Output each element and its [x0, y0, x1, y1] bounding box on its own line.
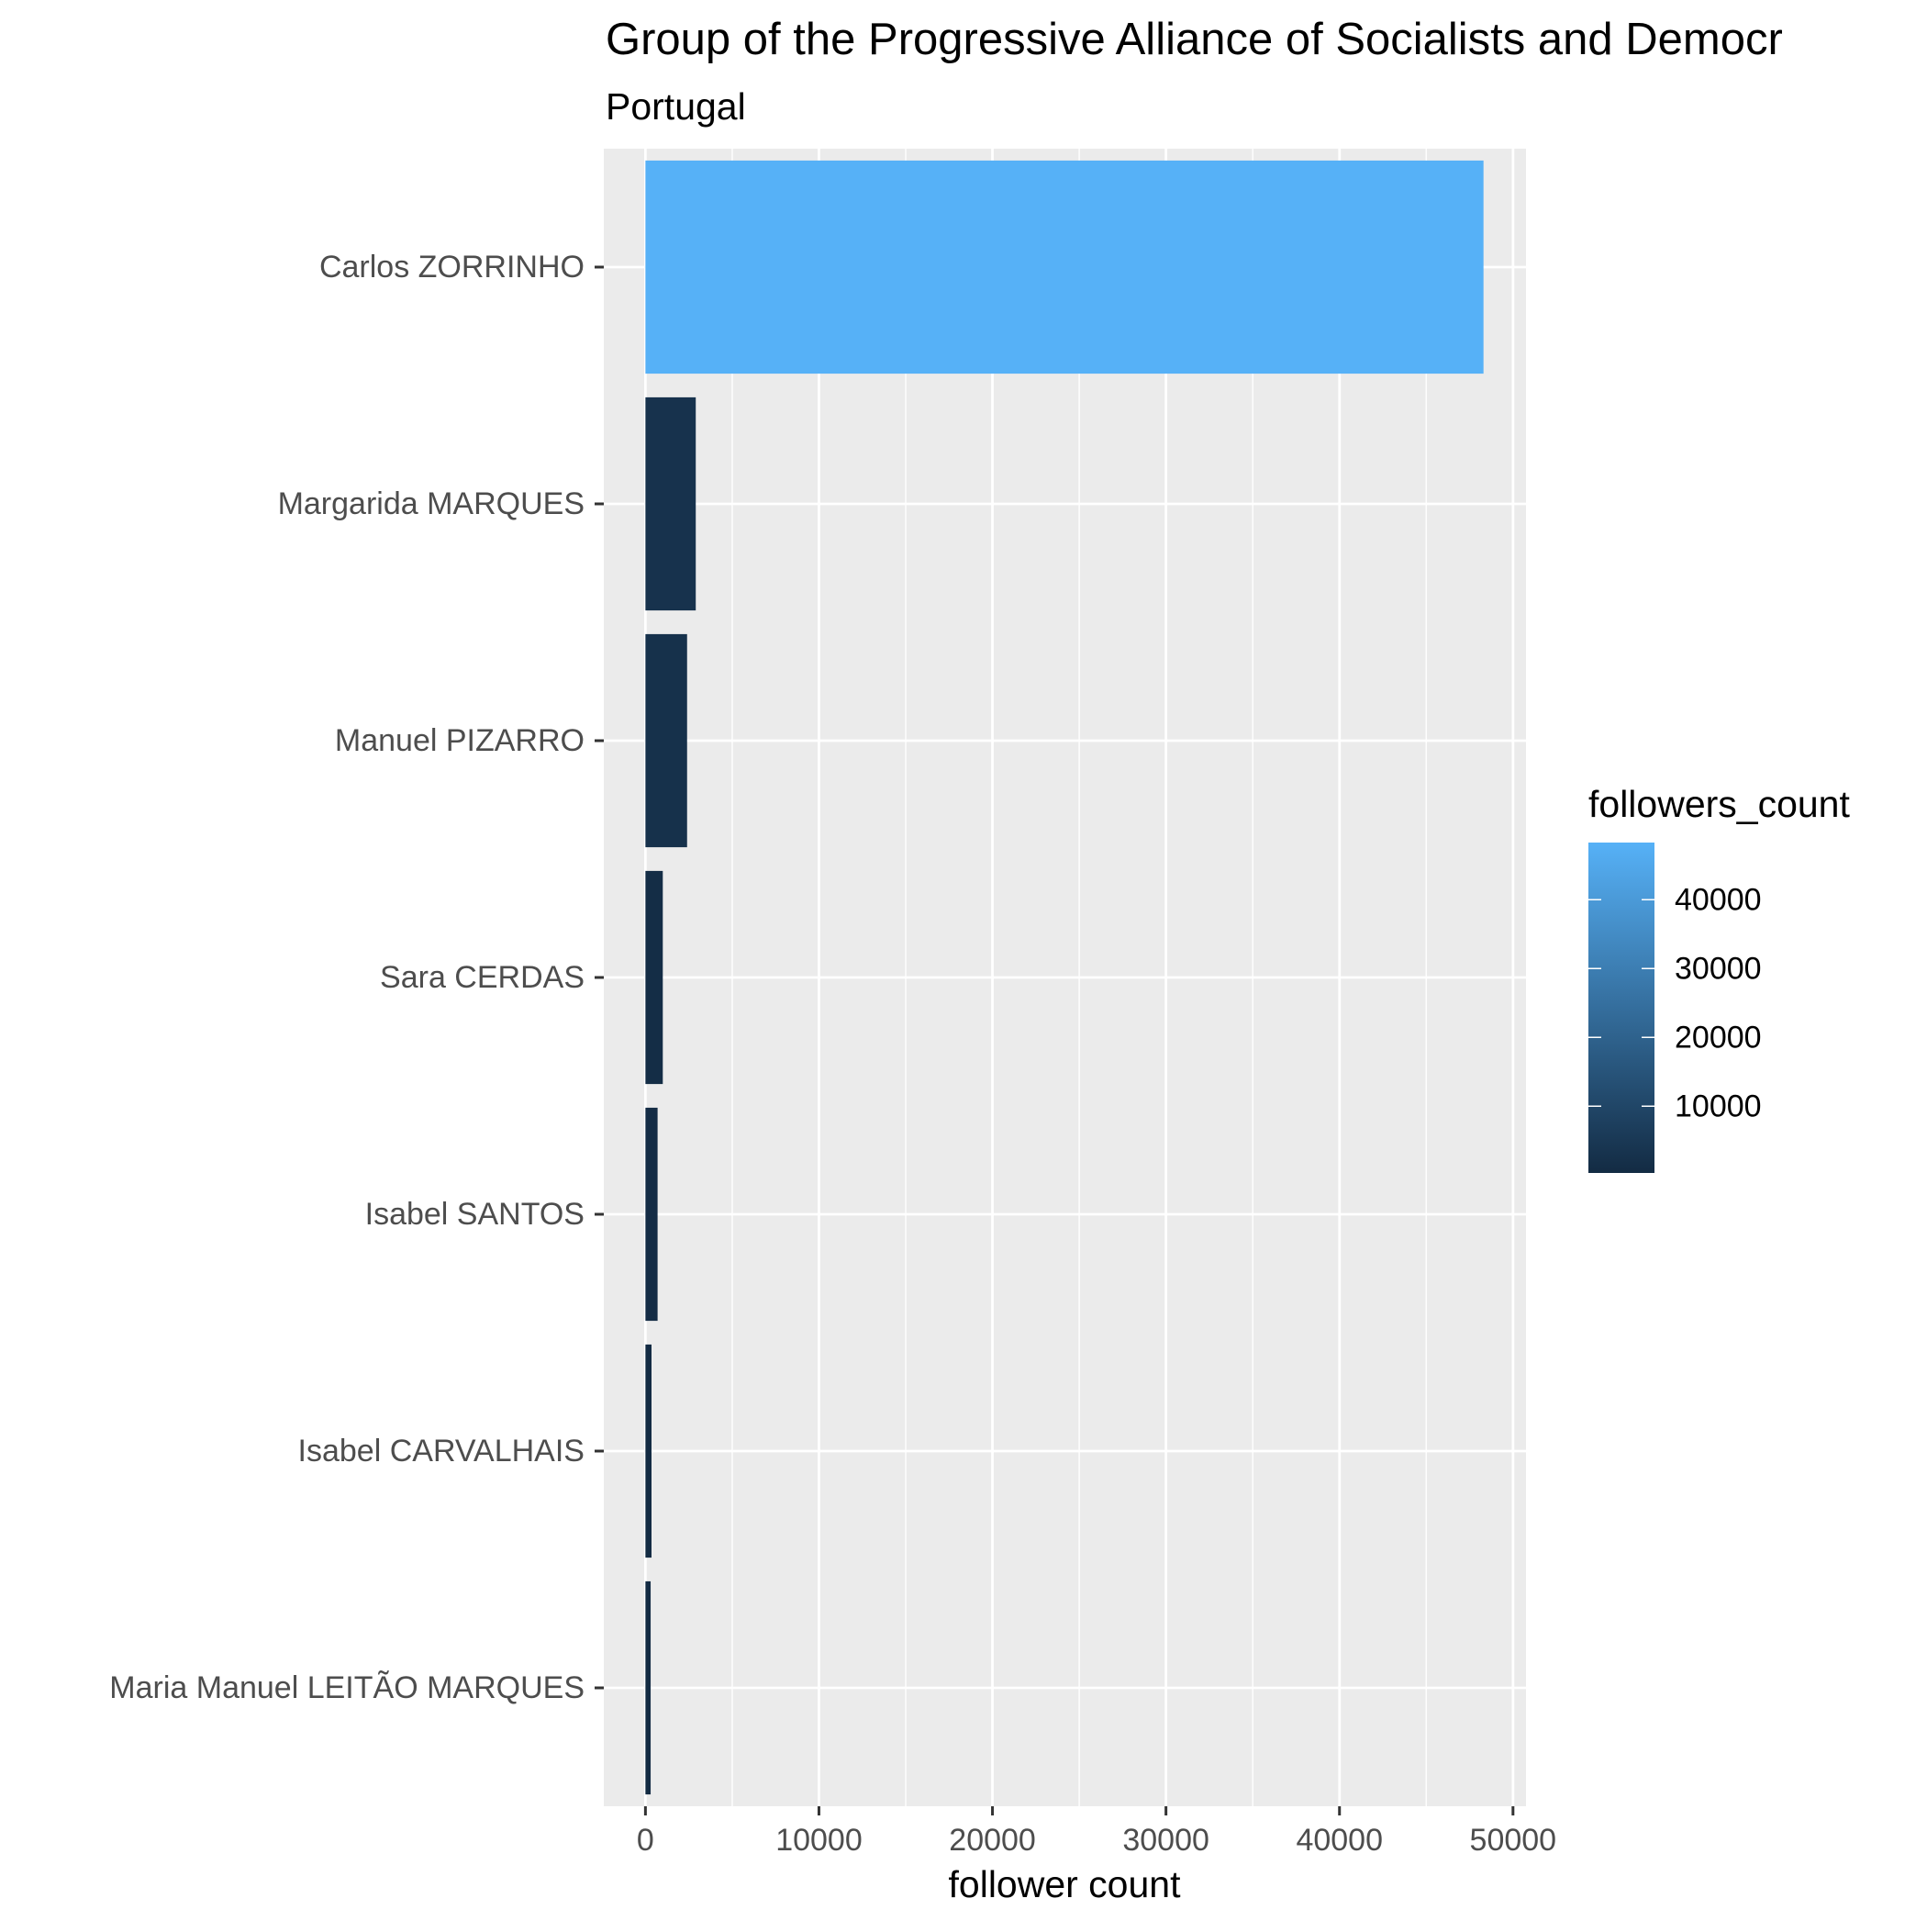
y-tick-label: Carlos ZORRINHO — [319, 250, 585, 285]
legend-tick-label: 20000 — [1675, 1020, 1762, 1055]
x-tick-label: 40000 — [1296, 1823, 1383, 1858]
major-grid — [604, 149, 1526, 1806]
chart-subtitle: Portugal — [606, 85, 746, 128]
bar — [645, 633, 687, 848]
y-tick-label: Manuel PIZARRO — [335, 723, 585, 758]
bar — [645, 1344, 652, 1558]
x-axis-title: follower count — [949, 1863, 1182, 1905]
x-axis: 0 10000 20000 30000 40000 50000 — [637, 1806, 1556, 1858]
bars — [645, 160, 1484, 1795]
x-tick-label: 10000 — [775, 1823, 863, 1858]
x-tick-label: 20000 — [949, 1823, 1036, 1858]
x-tick-label: 50000 — [1470, 1823, 1557, 1858]
legend-tick-label: 30000 — [1675, 951, 1762, 986]
bar — [645, 160, 1484, 374]
x-tick-label: 0 — [637, 1823, 654, 1858]
bar — [645, 1580, 652, 1795]
y-tick-label: Isabel SANTOS — [365, 1197, 585, 1232]
legend-colorbar — [1588, 843, 1654, 1173]
bar — [645, 396, 696, 611]
y-tick-label: Isabel CARVALHAIS — [298, 1434, 585, 1469]
y-tick-label: Maria Manuel LEITÃO MARQUES — [109, 1670, 585, 1705]
legend-tick-label: 40000 — [1675, 882, 1762, 917]
bar — [645, 870, 663, 1085]
legend-title: followers_count — [1588, 783, 1850, 825]
chart-title: Group of the Progressive Alliance of Soc… — [606, 15, 1783, 64]
bar — [645, 1107, 658, 1322]
x-tick-label: 30000 — [1122, 1823, 1209, 1858]
legend-tick-label: 10000 — [1675, 1089, 1762, 1123]
legend: followers_count 10000 20000 30000 40000 — [1588, 783, 1850, 1173]
legend-ticks: 10000 20000 30000 40000 — [1588, 882, 1762, 1123]
y-tick-label: Sara CERDAS — [380, 960, 585, 995]
y-tick-label: Margarida MARQUES — [278, 486, 585, 521]
y-axis: Carlos ZORRINHO Margarida MARQUES Manuel P… — [109, 250, 604, 1705]
